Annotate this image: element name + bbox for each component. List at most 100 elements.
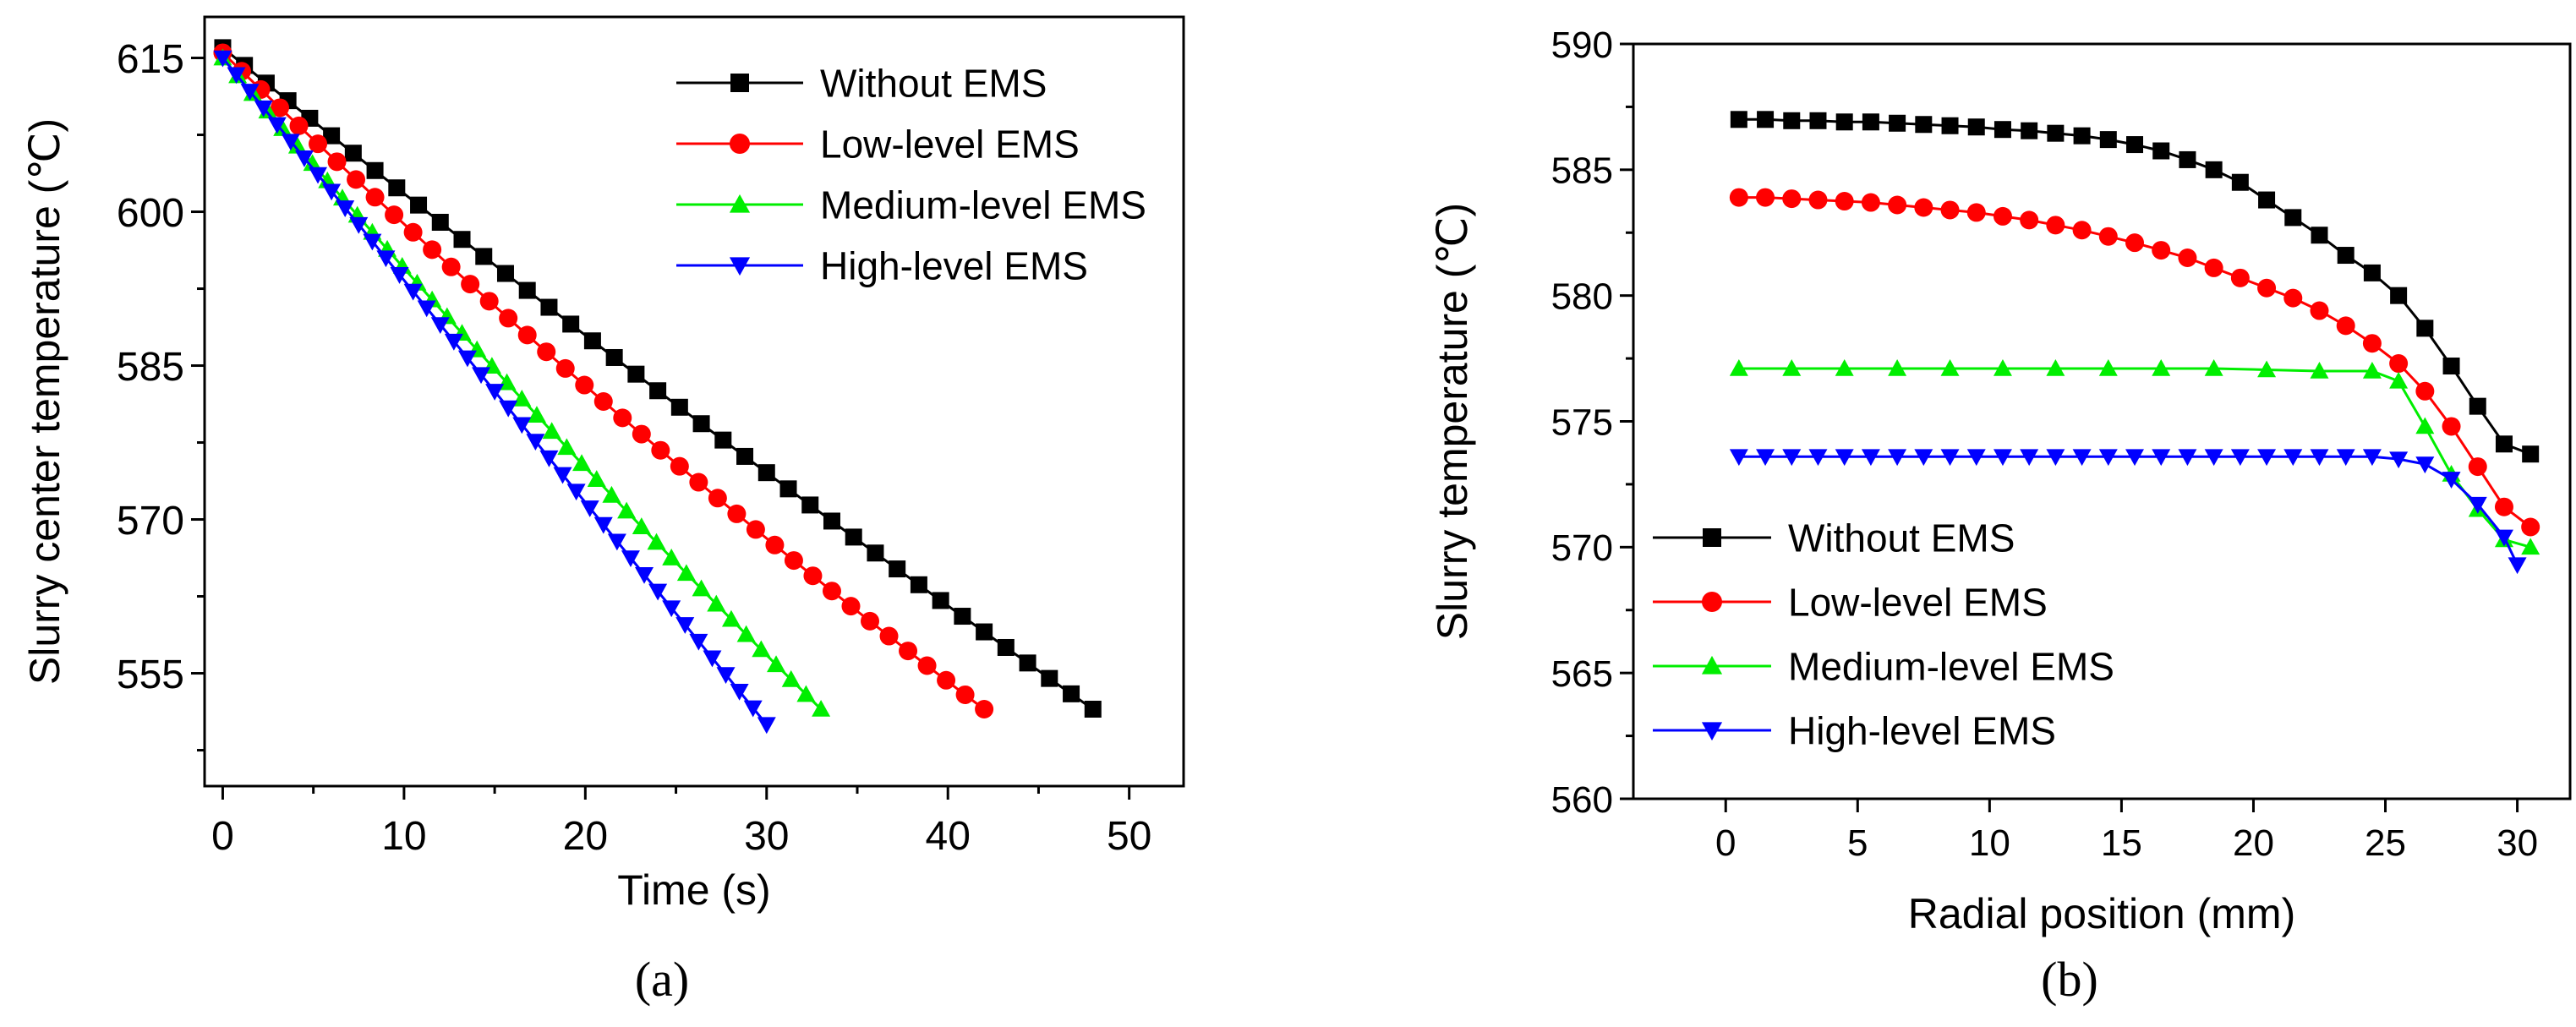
legend-label: High-level EMS [1788,709,2056,753]
data-point [2204,449,2223,467]
data-point [1063,685,1080,702]
data-point [475,248,493,265]
x-tick-label: 5 [1847,822,1868,864]
data-point [1941,117,1959,134]
data-point [2020,210,2039,230]
data-point [727,504,747,523]
data-point [553,467,572,484]
y-tick-label: 570 [1551,527,1613,569]
data-point [997,638,1015,656]
data-point [917,656,937,675]
data-point [1782,189,1802,209]
data-point [743,700,763,718]
data-point [2152,241,2171,260]
data-point [2257,360,2277,378]
data-point [1861,193,1880,212]
data-point [2416,320,2434,337]
legend-label: Low-level EMS [820,123,1080,167]
legend-marker [1703,528,1721,547]
data-point [675,617,695,634]
data-point [431,213,449,231]
data-point [2468,457,2487,477]
data-point [496,265,514,282]
data-point [2179,150,2196,168]
data-point [2230,268,2250,287]
data-point [2204,358,2223,376]
data-point [323,127,341,145]
data-point [822,582,841,601]
data-point [714,431,732,449]
data-point [708,489,727,508]
data-point [692,415,710,433]
y-tick-label: 580 [1551,276,1613,318]
data-point [676,564,696,582]
data-point [593,392,613,411]
data-point [1041,669,1058,687]
data-point [662,600,681,618]
data-point [1888,195,1907,215]
legend-label: Without EMS [1788,516,2015,560]
series-high-level-ems [213,50,776,735]
data-point [2522,445,2540,463]
data-point [566,483,586,501]
data-point [2363,264,2381,281]
data-point [1888,449,1907,467]
y-tick-label: 575 [1551,402,1613,443]
data-point [1808,190,1828,210]
data-point [1835,192,1854,211]
data-point [627,365,645,383]
data-point [322,183,342,201]
legend-marker [1702,592,1722,612]
data-point [1783,112,1801,129]
data-point [2178,449,2197,467]
data-point [2508,557,2527,575]
data-point [587,470,606,487]
data-point [499,400,518,418]
data-point [692,579,711,597]
data-point [602,485,621,503]
data-point [796,685,816,702]
data-point [2362,334,2382,353]
data-point [527,406,546,423]
data-point [2415,456,2435,474]
data-point [583,332,601,350]
data-point [2231,173,2249,191]
data-point [2257,278,2277,298]
data-point [937,670,956,690]
data-point [1966,449,1986,467]
data-point [1889,114,1906,132]
data-point [845,528,862,546]
data-point [388,179,406,197]
data-point [841,597,861,616]
data-point [2415,381,2435,401]
data-point [2469,397,2486,415]
data-point [1809,112,1827,129]
data-point [2521,538,2540,555]
data-point [336,200,355,217]
data-point [1861,449,1880,467]
x-tick-label: 30 [2497,822,2538,864]
data-point [2098,227,2118,246]
y-tick-label: 565 [1551,653,1613,695]
data-point [767,655,786,673]
data-point [1940,449,1960,467]
legend-marker [729,194,751,213]
data-point [2098,449,2118,467]
data-point [512,417,532,434]
data-point [2310,449,2329,467]
y-tick-label: 560 [1551,779,1613,821]
y-tick-label: 590 [1551,25,1613,66]
data-point [270,98,289,117]
data-point [670,398,688,416]
data-point [2415,417,2435,434]
data-point [366,161,384,179]
data-point [2389,354,2409,374]
data-point [1757,111,1775,128]
data-point [453,231,471,249]
data-point [344,145,362,162]
data-point [703,650,722,668]
data-point [403,222,423,242]
data-point [365,188,385,207]
data-point [1729,188,1748,207]
data-point [2310,301,2329,320]
